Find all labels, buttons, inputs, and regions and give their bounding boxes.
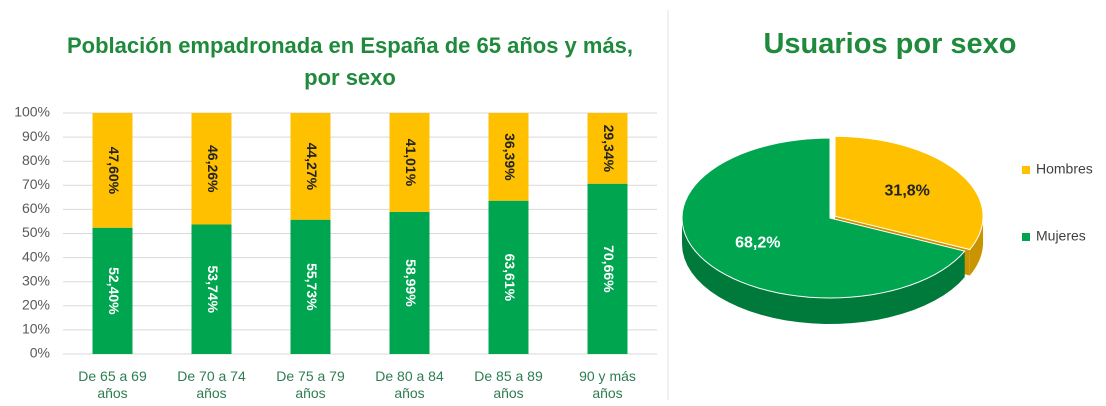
bar-segment bbox=[587, 183, 628, 354]
pie-side bbox=[682, 218, 965, 324]
data-label: 70,66% bbox=[601, 245, 617, 293]
x-tick-label: 90 y más años bbox=[579, 368, 636, 401]
y-tick-label: 0% bbox=[30, 345, 50, 361]
bar-segment bbox=[389, 113, 430, 212]
y-tick-label: 100% bbox=[14, 104, 50, 120]
data-label: 31,8% bbox=[885, 182, 930, 199]
data-label: 53,74% bbox=[205, 266, 221, 314]
bar-segment bbox=[488, 200, 529, 354]
y-tick-label: 20% bbox=[22, 297, 50, 313]
legend-swatch bbox=[1022, 233, 1030, 241]
data-label: 63,61% bbox=[502, 254, 518, 302]
data-label: 41,01% bbox=[403, 139, 419, 187]
data-label: 68,2% bbox=[735, 234, 780, 251]
y-tick-label: 50% bbox=[22, 224, 50, 240]
data-label: 44,27% bbox=[304, 143, 320, 191]
bar-segment bbox=[191, 224, 232, 354]
legend-label: Mujeres bbox=[1036, 228, 1086, 244]
pie-slice bbox=[681, 137, 966, 299]
bar-segment bbox=[92, 113, 133, 228]
data-label: 52,40% bbox=[106, 267, 122, 315]
bar-segment bbox=[389, 211, 430, 354]
data-label: 47,60% bbox=[106, 147, 122, 195]
x-tick-label: De 85 a 89 años bbox=[474, 368, 543, 401]
bar-segment bbox=[191, 113, 232, 225]
legend-swatch bbox=[1022, 166, 1030, 174]
y-tick-label: 60% bbox=[22, 200, 50, 216]
bar-segment bbox=[92, 227, 133, 354]
pie-side bbox=[969, 216, 984, 276]
y-tick-label: 40% bbox=[22, 248, 50, 264]
y-tick-label: 90% bbox=[22, 128, 50, 144]
bar-segment bbox=[587, 113, 628, 184]
data-label: 36,39% bbox=[502, 133, 518, 181]
data-label: 55,73% bbox=[304, 263, 320, 311]
y-tick-label: 70% bbox=[22, 176, 50, 192]
x-tick-label: De 75 a 79 años bbox=[276, 368, 345, 401]
y-tick-label: 30% bbox=[22, 272, 50, 288]
legend-label: Hombres bbox=[1036, 161, 1093, 177]
pie-title: Usuarios por sexo bbox=[763, 28, 1017, 60]
x-tick-label: De 70 a 74 años bbox=[177, 368, 246, 401]
data-label: 58,99% bbox=[403, 259, 419, 307]
bar-title: Población empadronada en España de 65 añ… bbox=[66, 33, 634, 90]
pie-slice bbox=[834, 135, 984, 251]
bar-segment bbox=[488, 113, 529, 201]
bar-segment bbox=[290, 113, 331, 220]
data-label: 46,26% bbox=[205, 145, 221, 193]
y-tick-label: 80% bbox=[22, 152, 50, 168]
data-label: 29,34% bbox=[601, 125, 617, 173]
x-tick-label: De 65 a 69 años bbox=[78, 368, 147, 401]
y-tick-label: 10% bbox=[22, 321, 50, 337]
bar-segment bbox=[290, 219, 331, 354]
x-tick-label: De 80 a 84 años bbox=[375, 368, 444, 401]
